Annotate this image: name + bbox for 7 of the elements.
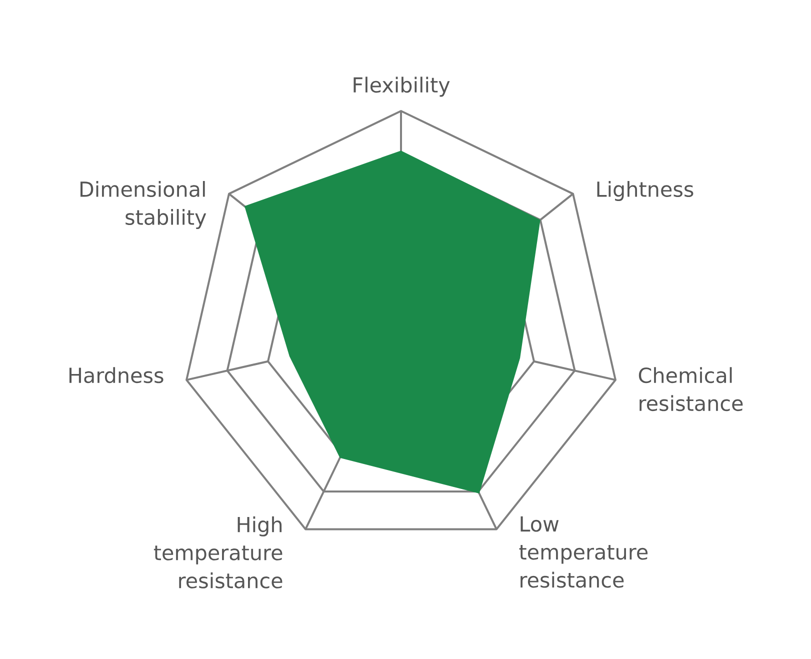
spoke-label: Chemical resistance <box>638 367 743 412</box>
spoke-label: Flexibility <box>354 76 450 97</box>
spoke-label: High temperature resistance <box>154 516 282 588</box>
spoke-label: Low temperature resistance <box>519 516 648 588</box>
spoke-label: Dimensional stability <box>80 181 206 230</box>
spoke-label: Lightness <box>597 181 694 202</box>
spoke-label: Hardness <box>69 367 164 384</box>
